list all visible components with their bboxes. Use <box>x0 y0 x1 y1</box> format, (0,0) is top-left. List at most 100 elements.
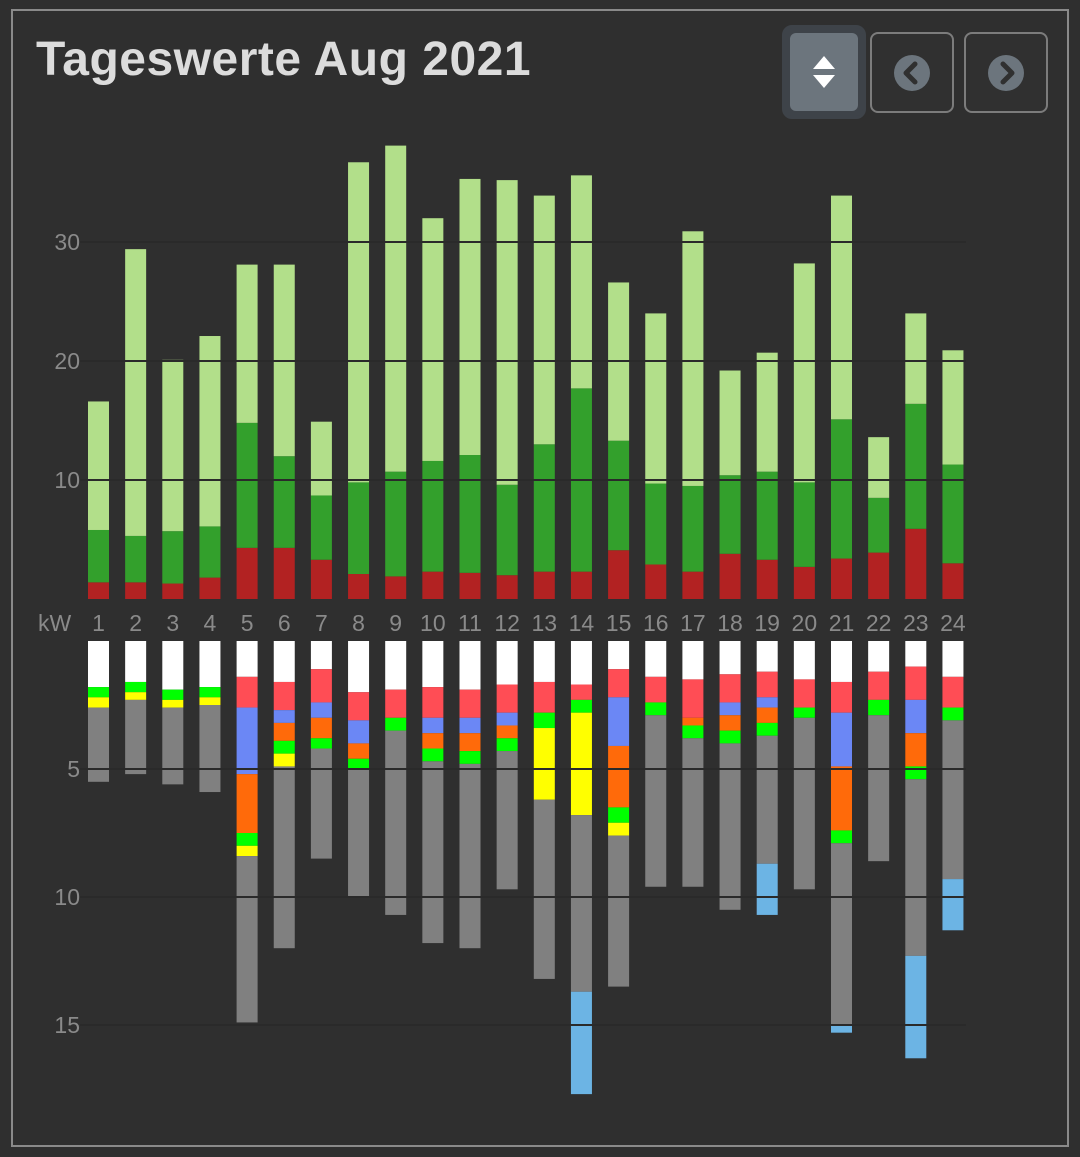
x-tick-label: 5 <box>241 610 254 636</box>
lower-bar-segment <box>942 676 964 708</box>
upper-y-tick-label: 10 <box>54 467 80 493</box>
lower-bar-segment <box>831 830 852 844</box>
lower-bar-segment <box>199 687 221 698</box>
lower-bar-segment <box>905 699 927 734</box>
upper-bar-segment <box>831 558 852 599</box>
lower-bar-segment <box>608 669 630 698</box>
lower-bar-segment <box>459 733 481 752</box>
upper-bar-segment <box>793 482 815 567</box>
lower-bar-segment <box>348 641 370 693</box>
x-tick-label: 10 <box>420 610 446 636</box>
upper-bar-segment <box>831 195 852 420</box>
upper-bar-segment <box>831 419 852 559</box>
lower-bar-segment <box>570 641 592 685</box>
upper-bar-segment <box>459 572 481 599</box>
upper-bar-segment <box>162 583 184 599</box>
upper-bar-segment <box>125 249 147 536</box>
x-tick-label: 17 <box>680 610 706 636</box>
lower-bar-segment <box>942 641 964 677</box>
upper-bar-segment <box>236 547 258 599</box>
upper-bar-segment <box>942 350 964 465</box>
upper-bar-segment <box>422 460 444 572</box>
lower-bar-segment <box>756 735 778 864</box>
x-tick-label: 13 <box>532 610 558 636</box>
upper-bar-segment <box>942 563 964 599</box>
previous-button[interactable] <box>870 32 954 113</box>
lower-bar-segment <box>496 751 518 890</box>
lower-bar-segment <box>273 710 295 723</box>
lower-bar-segment <box>905 955 927 1059</box>
upper-bar-segment <box>905 403 927 529</box>
upper-bar-segment <box>942 464 964 564</box>
lower-bar-segment <box>422 748 444 762</box>
lower-bar-segment <box>793 679 815 708</box>
lower-bar-segment <box>88 707 109 782</box>
lower-bar-segment <box>570 815 592 992</box>
lower-bar-segment <box>645 702 667 716</box>
upper-bar-segment <box>422 571 444 599</box>
lower-bar-segment <box>310 748 332 859</box>
upper-bar-segment <box>905 528 927 599</box>
upper-bar-segment <box>199 336 221 527</box>
upper-y-tick-label: 20 <box>54 348 80 374</box>
lower-bar-segment <box>348 758 370 769</box>
x-tick-label: 18 <box>717 610 743 636</box>
upper-bar-segment <box>682 485 704 572</box>
lower-bar-segment <box>533 681 555 713</box>
lower-y-tick-label: 5 <box>67 756 80 782</box>
lower-bar-segment <box>459 751 481 764</box>
sort-toggle-button[interactable] <box>782 25 866 119</box>
lower-bar-segment <box>756 722 778 736</box>
upper-bar-segment <box>310 559 332 599</box>
lower-bar-segment <box>719 730 741 744</box>
upper-bar-segment <box>459 455 481 573</box>
lower-bar-segment <box>236 856 258 1023</box>
lower-bar-segment <box>831 712 852 767</box>
lower-bar-segment <box>273 766 295 949</box>
sort-up-down-icon <box>813 56 835 88</box>
upper-bar-segment <box>199 526 221 578</box>
upper-bar-segment <box>793 566 815 599</box>
upper-bar-segment <box>645 483 667 565</box>
upper-bar-segment <box>608 550 630 599</box>
lower-bar-segment <box>570 699 592 713</box>
lower-bar-segment <box>422 641 444 688</box>
lower-bar-segment <box>608 745 630 808</box>
lower-bar-segment <box>385 689 407 718</box>
x-tick-label: 7 <box>315 610 328 636</box>
lower-bar-segment <box>608 835 630 987</box>
upper-bar-segment <box>868 437 890 498</box>
lower-bar-segment <box>422 717 444 734</box>
x-tick-label: 8 <box>352 610 365 636</box>
lower-bar-segment <box>125 681 147 693</box>
lower-bar-segment <box>199 705 221 793</box>
lower-bar-segment <box>682 725 704 739</box>
lower-bar-segment <box>645 676 667 703</box>
upper-bar-segment <box>88 401 109 530</box>
upper-bar-segment <box>533 444 555 572</box>
lower-bar-segment <box>868 715 890 862</box>
lower-bar-segment <box>905 779 927 956</box>
x-tick-label: 4 <box>204 610 217 636</box>
upper-bar-segment <box>608 440 630 551</box>
lower-bar-segment <box>570 991 592 1095</box>
upper-bar-segment <box>385 145 407 472</box>
lower-bar-segment <box>496 712 518 726</box>
lower-bar-segment <box>756 707 778 723</box>
upper-bar-segment <box>905 313 927 404</box>
lower-bar-segment <box>310 702 332 718</box>
lower-bar-segment <box>868 641 890 672</box>
lower-bar-segment <box>236 707 258 775</box>
lower-bar-segment <box>868 699 890 716</box>
lower-bar-segment <box>496 725 518 739</box>
lower-y-tick-label: 15 <box>54 1012 80 1038</box>
lower-bar-segment <box>459 763 481 949</box>
upper-bar-segment <box>273 456 295 548</box>
lower-bar-segment <box>385 730 407 915</box>
lower-bar-segment <box>793 641 815 680</box>
x-tick-label: 21 <box>829 610 855 636</box>
next-button[interactable] <box>964 32 1048 113</box>
upper-bar-segment <box>199 577 221 599</box>
lower-bar-segment <box>459 641 481 690</box>
lower-bar-segment <box>831 1025 852 1033</box>
